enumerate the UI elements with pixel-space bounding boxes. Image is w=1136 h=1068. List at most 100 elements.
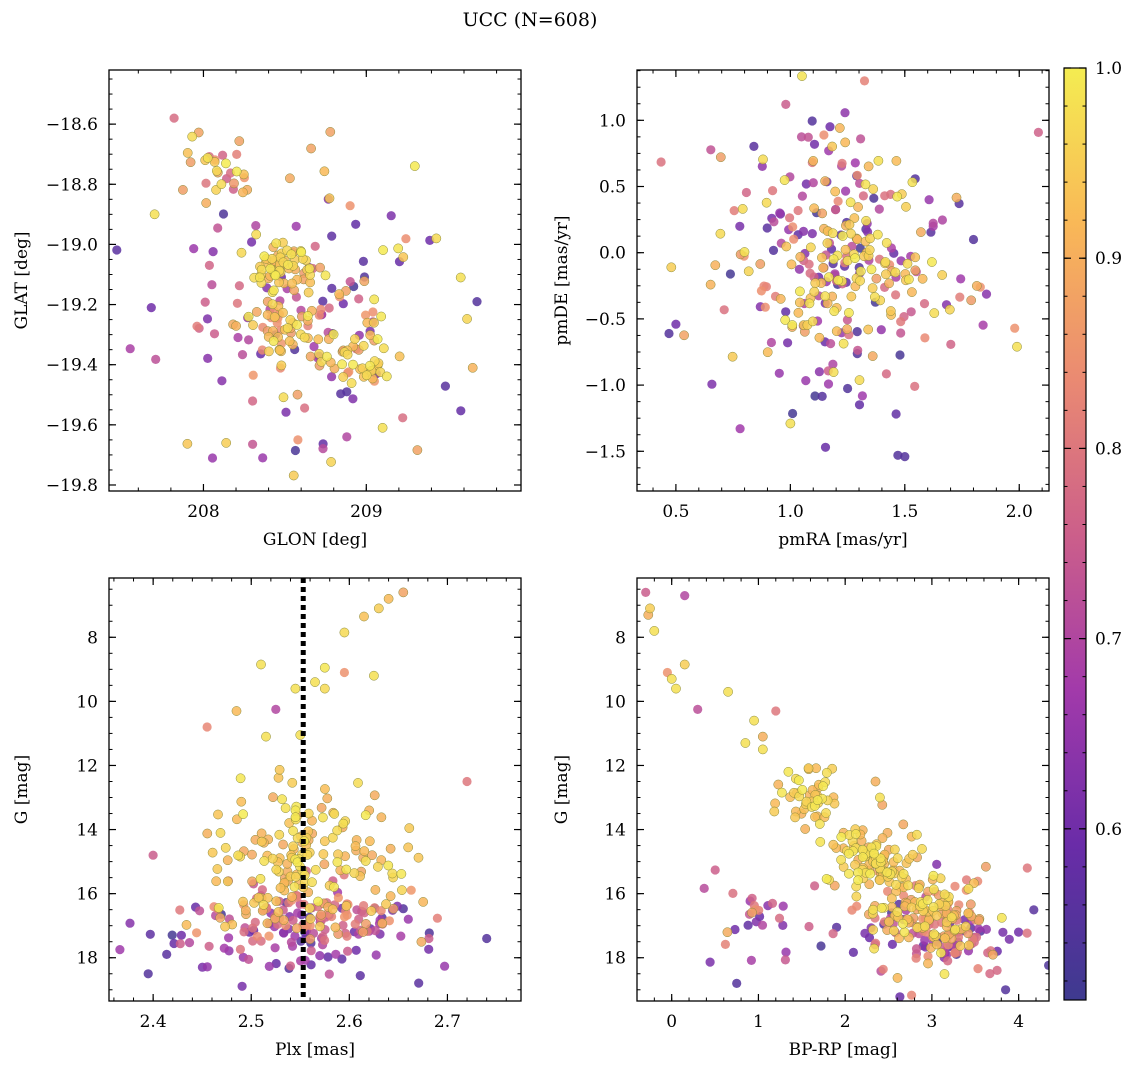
data-point: [836, 832, 847, 842]
data-point: [394, 351, 405, 362]
data-point: [303, 287, 314, 298]
data-point: [920, 333, 930, 343]
data-point: [252, 931, 262, 941]
data-point: [960, 921, 971, 932]
data-point: [722, 927, 733, 938]
y-tick-label: 14: [76, 821, 98, 841]
data-point: [852, 901, 862, 911]
data-point: [910, 381, 920, 391]
data-point: [854, 375, 865, 385]
data-point: [243, 311, 254, 322]
data-point: [804, 921, 814, 932]
data-point: [248, 396, 258, 406]
data-point: [217, 376, 227, 386]
data-point: [771, 706, 781, 716]
data-point: [710, 260, 721, 271]
data-point: [931, 910, 942, 921]
data-point: [932, 859, 942, 870]
data-point: [315, 951, 325, 961]
data-point: [398, 587, 409, 598]
data-point: [258, 453, 268, 463]
data-point: [349, 868, 360, 878]
data-point: [351, 945, 361, 955]
data-point: [898, 819, 909, 830]
data-point: [780, 955, 791, 965]
data-point: [886, 893, 897, 904]
data-point: [783, 338, 793, 348]
data-point: [369, 317, 379, 328]
data-point: [830, 186, 841, 197]
axes-frame: [108, 577, 522, 1002]
data-point: [679, 330, 689, 341]
data-point: [262, 918, 273, 929]
data-point: [267, 853, 278, 864]
data-point: [282, 323, 293, 333]
data-point: [793, 205, 803, 216]
data-point: [350, 919, 360, 929]
data-point: [386, 211, 396, 221]
data-point: [169, 113, 179, 123]
data-point: [213, 809, 223, 820]
data-point: [339, 912, 350, 922]
data-point: [895, 350, 905, 360]
data-point: [821, 767, 832, 778]
data-point: [666, 262, 677, 273]
data-point: [231, 166, 242, 177]
data-point: [917, 273, 928, 284]
data-point: [256, 659, 266, 670]
data-point: [338, 920, 348, 931]
data-point: [291, 221, 301, 231]
data-point: [274, 764, 285, 775]
data-point: [189, 244, 199, 254]
y-tick-label: −1.0: [585, 376, 626, 396]
colorbar-gradient: [1063, 67, 1087, 1001]
y-tick-label: −19.8: [46, 476, 98, 496]
y-axis-label: GLAT [deg]: [12, 231, 32, 329]
data-point: [768, 245, 779, 255]
data-point: [285, 961, 296, 971]
x-tick-label: 2.0: [1006, 502, 1033, 522]
data-point: [369, 790, 380, 801]
data-point: [327, 372, 337, 382]
data-point: [785, 213, 795, 223]
data-point: [867, 351, 878, 361]
data-point: [788, 408, 798, 419]
data-point: [273, 772, 284, 783]
data-point: [115, 945, 125, 955]
data-point: [869, 292, 880, 302]
scatter-points: [115, 587, 492, 991]
data-point: [310, 241, 320, 251]
data-point: [781, 99, 791, 109]
data-point: [424, 944, 434, 954]
data-point: [232, 149, 242, 159]
data-point: [955, 292, 965, 302]
x-tick-label: 208: [187, 502, 219, 522]
data-point: [815, 837, 826, 847]
data-point: [339, 667, 349, 678]
data-point: [924, 195, 934, 205]
data-point: [906, 902, 917, 913]
colorbar-tick-label: 0.9: [1095, 249, 1122, 269]
data-point: [843, 383, 853, 394]
data-point: [397, 885, 407, 895]
y-axis-label: G [mag]: [552, 755, 572, 824]
data-point: [809, 139, 820, 149]
data-point: [883, 886, 893, 897]
data-point: [222, 855, 233, 866]
data-point: [864, 245, 875, 255]
data-point: [829, 306, 840, 317]
data-point: [339, 627, 350, 638]
data-point: [739, 247, 750, 257]
data-point: [800, 824, 811, 834]
y-tick-label: 1.0: [599, 111, 626, 131]
data-point: [396, 931, 406, 941]
data-point: [823, 272, 834, 283]
data-point: [211, 876, 222, 887]
data-point: [376, 906, 386, 916]
data-point: [907, 287, 917, 297]
data-point: [846, 291, 857, 302]
data-point: [794, 775, 804, 786]
data-point: [207, 280, 217, 290]
data-point: [818, 262, 829, 273]
data-point: [329, 809, 340, 819]
